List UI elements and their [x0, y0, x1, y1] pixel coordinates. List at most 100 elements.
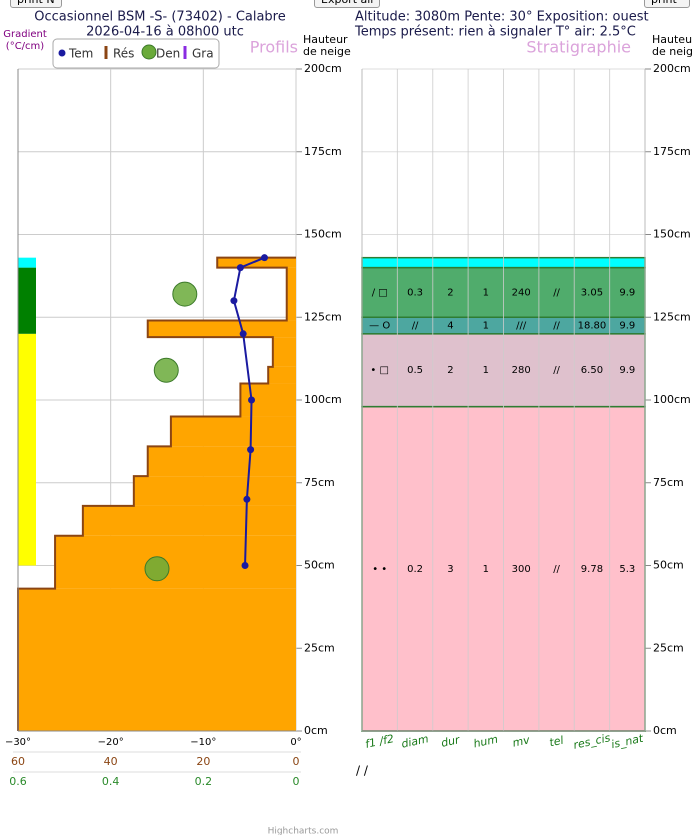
gradient-band: [18, 267, 36, 334]
strat-cell: //: [553, 321, 560, 332]
y-tick-label: 175cm: [653, 145, 691, 158]
strat-cell: 3.05: [581, 287, 603, 298]
resistance-outline: [17, 256, 296, 731]
density-tick-label: 0.4: [102, 775, 120, 788]
column-label: tel: [548, 734, 565, 750]
temperature-point: [260, 254, 268, 262]
x-tick-label: −30°: [5, 737, 31, 748]
strat-cell: 9.78: [581, 564, 603, 575]
density-point: [153, 357, 179, 383]
strat-cell: 6.50: [581, 365, 603, 376]
strat-cell: 18.80: [578, 321, 607, 332]
gradient-label: (°C/cm): [6, 41, 44, 52]
strat-cell: 5.3: [619, 564, 635, 575]
legend-label: Rés: [113, 47, 134, 61]
strat-cell: 9.9: [619, 365, 635, 376]
strat-cell: 0.5: [407, 365, 423, 376]
strat-cell: • •: [372, 564, 387, 575]
legend-marker: [141, 44, 157, 60]
resistance-layer: [147, 446, 296, 477]
resistance-layer: [82, 505, 296, 536]
column-label: dur: [440, 733, 462, 750]
resistance-layer: [272, 337, 296, 367]
strat-cell: //: [553, 564, 560, 575]
strat-cell: 2: [447, 287, 453, 298]
strat-cell: 9.9: [619, 287, 635, 298]
x-tick-label: −10°: [190, 737, 216, 748]
print-c-button[interactable]: print C: [644, 0, 690, 8]
strat-cell: 240: [512, 287, 531, 298]
resistance-tick-label: 60: [11, 755, 25, 768]
y-tick-label: 25cm: [653, 641, 684, 654]
strat-cell: 3: [447, 564, 453, 575]
temperature-point: [243, 495, 251, 503]
strat-cell: — O: [369, 321, 390, 332]
strat-cell: 1: [483, 365, 489, 376]
legend-box: [52, 38, 220, 69]
temperature-point: [230, 297, 238, 305]
y-tick-label: 200cm: [304, 62, 342, 75]
y-tick-label: 125cm: [304, 310, 342, 323]
resistance-layer: [286, 267, 296, 321]
x-tick-label: −20°: [98, 737, 124, 748]
y-tick-label: 200cm: [653, 62, 691, 75]
print-n-button[interactable]: print N: [10, 0, 62, 8]
chart-title: Profils: [250, 38, 298, 57]
x-tick-label: 0°: [290, 737, 301, 748]
resistance-tick-label: 20: [196, 755, 210, 768]
chart-title: Stratigraphie: [526, 38, 631, 57]
resistance-tick-label: 0: [293, 755, 300, 768]
resistance-tick-label: 40: [104, 755, 118, 768]
legend-marker: [104, 46, 108, 59]
temperature-point: [239, 330, 247, 338]
y-axis-label: Hauteur: [303, 33, 348, 46]
temperature-point: [247, 446, 255, 454]
column-label: is_nat: [610, 732, 645, 752]
resistance-layer: [170, 416, 296, 447]
strat-cell: //: [553, 287, 560, 298]
resistance-layer: [268, 366, 296, 384]
strat-cell: • □: [370, 365, 389, 376]
y-tick-label: 50cm: [304, 559, 335, 572]
y-tick-label: 0cm: [304, 724, 328, 737]
resistance-layer: [18, 588, 296, 731]
column-label: hum: [472, 733, 499, 751]
strat-cell: 1: [483, 321, 489, 332]
density-tick-label: 0.6: [9, 775, 27, 788]
legend-label: Den: [156, 47, 180, 61]
strat-cell: 9.9: [619, 321, 635, 332]
export-button[interactable]: Export all: [314, 0, 381, 8]
y-axis-label: de neige: [652, 45, 693, 58]
gradient-label: Gradient: [3, 29, 47, 40]
y-tick-label: 0cm: [653, 724, 677, 737]
resistance-layer: [217, 257, 296, 268]
y-tick-label: 50cm: [653, 559, 684, 572]
site-info: Altitude: 3080m Pente: 30° Exposition: o…: [355, 10, 649, 25]
density-tick-label: 0: [293, 775, 300, 788]
density-point: [172, 281, 198, 307]
column-label: f1 /f2: [364, 732, 395, 751]
y-tick-label: 75cm: [653, 476, 684, 489]
y-tick-label: 100cm: [653, 393, 691, 406]
strat-cell: 0.2: [407, 564, 423, 575]
strat-cell: //: [412, 321, 419, 332]
legend-marker: [58, 49, 66, 57]
gradient-band: [18, 257, 36, 268]
strat-cell: 0.3: [407, 287, 423, 298]
legend-label: Gra: [192, 47, 214, 61]
density-tick-label: 0.2: [195, 775, 213, 788]
y-tick-label: 25cm: [304, 641, 335, 654]
y-tick-label: 125cm: [653, 310, 691, 323]
strat-cell: ///: [516, 321, 527, 332]
y-axis-label: Hauteur: [652, 33, 693, 46]
y-tick-label: 75cm: [304, 476, 335, 489]
density-point: [144, 556, 170, 582]
weather-info: Temps présent: rien à signaler T° air: 2…: [354, 25, 636, 40]
temperature-point: [248, 396, 256, 404]
gradient-band: [18, 333, 36, 566]
footnote: / /: [356, 764, 369, 778]
column-label: mv: [511, 733, 531, 749]
strat-cell: //: [553, 365, 560, 376]
temperature-point: [236, 264, 244, 272]
